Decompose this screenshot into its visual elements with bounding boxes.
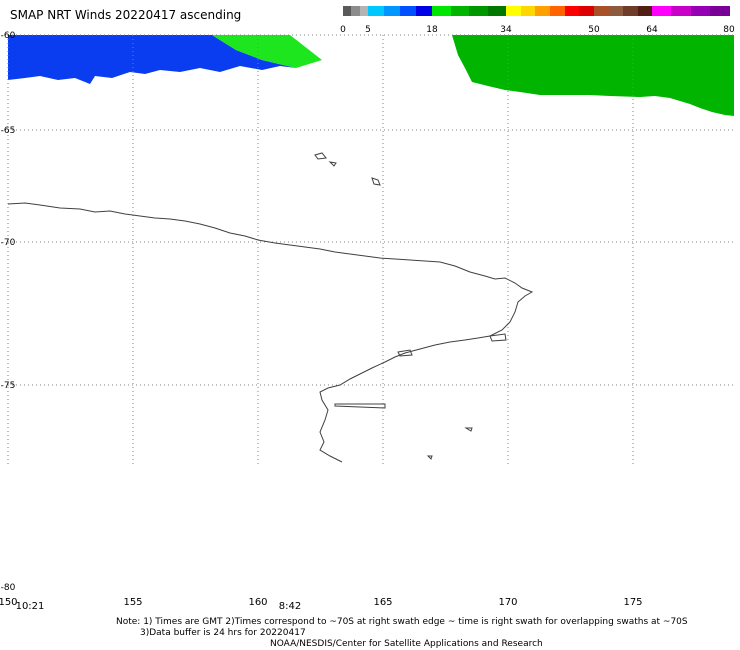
lat-label: -70 <box>1 238 16 248</box>
colorbar-segment <box>579 6 595 16</box>
lat-label: -65 <box>1 126 16 136</box>
swath-time-label: 10:21 <box>16 601 45 612</box>
footnote-line: Note: 1) Times are GMT 2)Times correspon… <box>116 617 688 627</box>
wind-swaths <box>8 35 734 116</box>
colorbar-label: 80 <box>723 25 735 35</box>
footnote-line: 3)Data buffer is 24 hrs for 20220417 <box>140 628 306 638</box>
colorbar-segment <box>608 6 624 16</box>
colorbar-label: 64 <box>646 25 658 35</box>
colorbar-label: 34 <box>500 25 512 35</box>
swath-lightgreen <box>212 35 322 68</box>
colorbar-segment <box>535 6 551 16</box>
colorbar-segment <box>652 6 672 16</box>
swath-blue <box>8 35 296 84</box>
colorbar-segment <box>384 6 401 16</box>
colorbar-segment <box>506 6 522 16</box>
colorbar-segment <box>400 6 417 16</box>
swath-time-label: 8:42 <box>279 601 301 612</box>
colorbar-segment <box>487 6 507 16</box>
graticule <box>7 34 734 465</box>
colorbar-label: 5 <box>365 25 371 35</box>
colorbar-label: 0 <box>340 25 346 35</box>
footnotes: Note: 1) Times are GMT 2)Times correspon… <box>116 617 688 639</box>
colorbar-segment <box>343 6 352 16</box>
longitude-labels: 150 155 160 165 170 175 <box>0 597 643 608</box>
lat-label: -80 <box>1 583 16 593</box>
coastline <box>7 152 534 463</box>
colorbar-segment <box>368 6 385 16</box>
colorbar-segment <box>416 6 433 16</box>
colorbar-segment <box>709 6 730 16</box>
colorbar-segment <box>432 6 451 16</box>
colorbar-segment <box>469 6 488 16</box>
lon-label: 170 <box>498 597 517 608</box>
colorbar-segment <box>359 6 369 16</box>
colorbar-segment <box>550 6 566 16</box>
lon-label: 175 <box>623 597 642 608</box>
lon-label: 155 <box>123 597 142 608</box>
colorbar-segment <box>637 6 653 16</box>
colorbar-segment <box>520 6 536 16</box>
wind-speed-colorbar: 0 5 18 34 50 64 80 <box>340 6 735 35</box>
colorbar-segment <box>450 6 470 16</box>
colorbar-segment <box>594 6 609 16</box>
colorbar-segment <box>671 6 691 16</box>
colorbar-segment <box>351 6 361 16</box>
swath-green <box>452 35 734 116</box>
colorbar-label: 50 <box>588 25 600 35</box>
colorbar-segment <box>623 6 638 16</box>
latitude-labels: -60 -65 -70 -75 -80 <box>1 31 16 593</box>
swath-time-labels: 10:21 8:42 <box>16 601 302 612</box>
lon-label: 150 <box>0 597 18 608</box>
colorbar-segment <box>690 6 711 16</box>
lon-label: 160 <box>248 597 267 608</box>
credit-line: NOAA/NESDIS/Center for Satellite Applica… <box>270 639 543 649</box>
lat-label: -75 <box>1 381 16 391</box>
map-title: SMAP NRT Winds 20220417 ascending <box>10 8 242 22</box>
colorbar-segment <box>564 6 580 16</box>
colorbar-label: 18 <box>426 25 438 35</box>
lon-label: 165 <box>373 597 392 608</box>
lat-label: -60 <box>1 31 16 41</box>
